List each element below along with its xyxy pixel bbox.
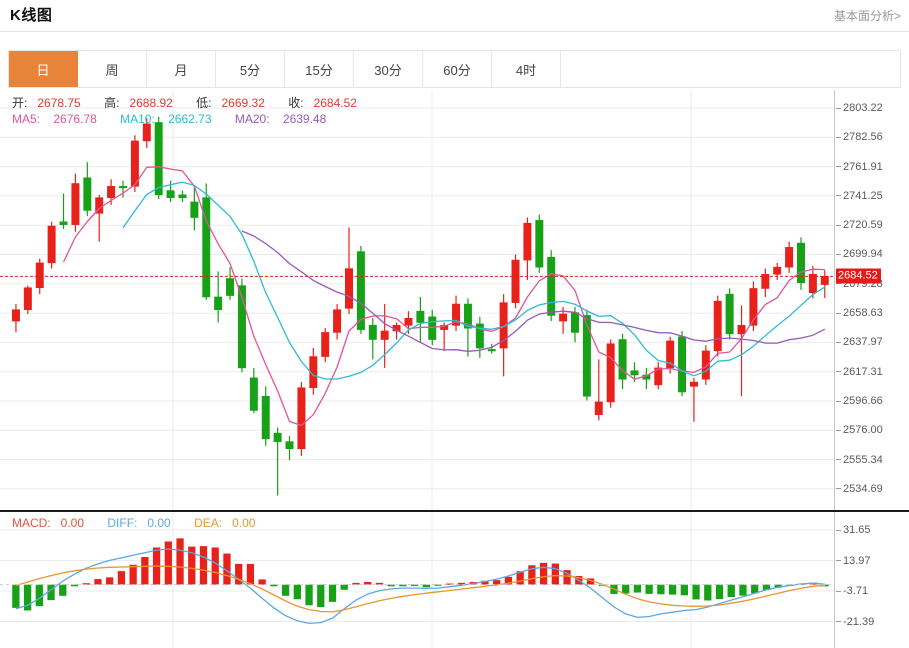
- tab-label: 5分: [239, 62, 261, 78]
- price-axis-tick: 2596.66: [836, 395, 883, 407]
- widget-header: K线图 基本面分析>: [0, 0, 909, 32]
- macd-plot[interactable]: [0, 512, 835, 648]
- tab-1[interactable]: 日: [9, 51, 78, 87]
- timeframe-tabbar: 日 周 月 5分 15分 30分 60分 4时: [8, 50, 901, 88]
- macd-panel: MACD: 0.00 DIFF: 0.00 DEA: 0.00 31.65 13.97-…: [0, 512, 909, 648]
- price-axis-tick-label: 2617.31: [843, 365, 883, 378]
- price-axis-tick-label: 2596.66: [843, 394, 883, 407]
- page-title: K线图: [10, 7, 53, 24]
- macd-axis-tick: 31.65: [836, 524, 871, 536]
- tab-7[interactable]: 60分: [423, 51, 492, 87]
- tab-6[interactable]: 30分: [354, 51, 423, 87]
- price-plot[interactable]: [0, 90, 835, 510]
- price-axis-tick-label: 2782.56: [843, 131, 883, 144]
- price-axis-tick: 2658.63: [836, 307, 883, 319]
- fundamental-analysis-link[interactable]: 基本面分析>: [833, 9, 901, 23]
- macd-axis-tick-label: 13.97: [843, 554, 871, 567]
- price-axis-tick-label: 2699.94: [843, 248, 883, 261]
- price-axis: 2803.22 2782.56 2761.91 2741.25 2720.59 2699.…: [836, 90, 909, 510]
- tab-2[interactable]: 周: [78, 51, 147, 87]
- price-axis-tick: 2576.00: [836, 424, 883, 436]
- price-axis-tick: 2720.59: [836, 219, 883, 231]
- price-axis-tick: 2699.94: [836, 248, 883, 260]
- macd-axis-tick-label: 31.65: [843, 524, 871, 536]
- price-axis-tick: 2803.22: [836, 102, 883, 114]
- macd-axis-tick: 13.97: [836, 555, 871, 567]
- price-axis-tick-label: 2637.97: [843, 336, 883, 349]
- tab-label: 月: [174, 62, 188, 78]
- price-axis-tick: 2617.31: [836, 366, 883, 378]
- tab-3[interactable]: 月: [147, 51, 216, 87]
- chart-area: 开: 2678.75 高: 2688.92 低: 2669.32 收: 2684.52 …: [0, 90, 909, 648]
- tab-label: 周: [105, 62, 119, 78]
- tab-8[interactable]: 4时: [492, 51, 561, 87]
- price-axis-tick: 2782.56: [836, 131, 883, 143]
- macd-axis-tick: -21.39: [836, 616, 874, 628]
- macd-axis: 31.65 13.97 -3.71 -21.39: [836, 512, 909, 648]
- price-axis-tick: 2637.97: [836, 336, 883, 348]
- current-price-badge: 2684.52: [836, 268, 881, 284]
- price-axis-tick: 2761.91: [836, 161, 883, 173]
- price-axis-tick-label: 2761.91: [843, 160, 883, 173]
- tab-label: 4时: [515, 62, 537, 78]
- tab-label: 30分: [374, 62, 402, 78]
- tab-label: 15分: [305, 62, 333, 78]
- macd-svg: [0, 512, 834, 648]
- price-axis-tick: 2741.25: [836, 190, 883, 202]
- price-axis-tick: 2555.34: [836, 454, 883, 466]
- price-axis-tick-label: 2534.69: [843, 482, 883, 495]
- price-axis-tick-label: 2741.25: [843, 189, 883, 202]
- macd-axis-tick-label: -3.71: [843, 585, 869, 597]
- price-axis-tick-label: 2803.22: [843, 102, 883, 114]
- price-axis-tick-label: 2658.63: [843, 307, 883, 320]
- price-panel: 开: 2678.75 高: 2688.92 低: 2669.32 收: 2684.52 …: [0, 90, 909, 512]
- tabbar-filler: [561, 51, 900, 87]
- tab-4[interactable]: 5分: [216, 51, 285, 87]
- tab-5[interactable]: 15分: [285, 51, 354, 87]
- candlestick-svg: [0, 90, 834, 510]
- current-price-value: 2684.52: [838, 269, 878, 282]
- tab-label: 日: [36, 62, 50, 78]
- price-axis-tick: 2534.69: [836, 483, 883, 495]
- price-axis-tick-label: 2555.34: [843, 453, 883, 466]
- macd-axis-tick: -3.71: [836, 585, 868, 597]
- macd-axis-tick-label: -21.39: [843, 615, 875, 628]
- price-axis-tick-label: 2576.00: [843, 424, 883, 437]
- tab-label: 60分: [443, 62, 471, 78]
- price-axis-tick-label: 2720.59: [843, 219, 883, 232]
